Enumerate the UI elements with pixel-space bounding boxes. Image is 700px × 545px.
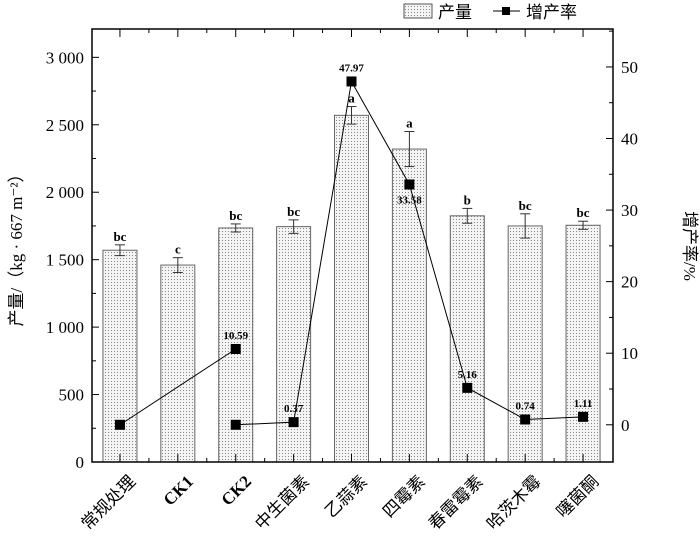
bar [160,264,196,463]
x-tick-label: 春雷霉素 [425,472,487,534]
bar [102,249,138,463]
rate-marker [404,179,415,190]
y-tick-label: 2 000 [46,183,84,202]
y-tick-label: 0 [76,453,85,472]
rate-marker [288,417,299,428]
legend-label-yield: 产量 [438,3,472,22]
x-tick-label: 哈茨木霉 [483,472,545,534]
rate-marker [114,419,125,430]
x-tick-label: CK1 [160,472,197,509]
rate-marker [346,76,357,87]
y2-tick-label: 40 [621,130,638,149]
y2-tick-label: 10 [621,344,638,363]
x-tick-label: 中生菌素 [251,472,313,534]
rate-marker [230,419,241,430]
bar [507,225,543,463]
x-tick-label: 四霉素 [379,472,428,521]
rate-data-label: 1.11 [574,398,593,410]
y-tick-label: 500 [59,386,85,405]
significance-letter: bc [577,205,590,220]
bar [449,215,485,463]
significance-letter: a [406,116,413,131]
significance-letter: a [348,91,355,106]
x-tick-label: 常规处理 [78,472,140,534]
legend-bar-swatch [403,3,433,19]
significance-letter: b [464,192,471,207]
rate-data-label: 33.58 [397,194,422,206]
significance-letter: bc [113,229,126,244]
rate-data-label: 0.74 [516,400,536,412]
significance-letter: c [175,242,181,257]
x-tick-label: 乙蒜素 [321,472,370,521]
y-tick-label: 1 500 [46,251,84,270]
y-tick-label: 3 000 [46,48,84,67]
rate-line [119,348,236,426]
rate-marker [462,382,473,393]
y2-tick-label: 50 [621,58,638,77]
significance-letter: bc [229,208,242,223]
y-tick-label: 1 000 [46,318,84,337]
y2-axis-title: 增产率/% [680,211,699,281]
rate-data-label: 0.37 [284,403,304,415]
y2-tick-label: 0 [621,416,630,435]
significance-letter: bc [287,204,300,219]
rate-marker [520,414,531,425]
x-tick-label: CK2 [218,472,255,509]
rate-data-label: 10.59 [223,330,248,342]
legend-label-rate: 增产率 [526,3,577,22]
y2-tick-label: 30 [621,201,638,220]
y2-tick-label: 20 [621,273,638,292]
rate-marker [230,343,241,354]
legend: 产量 增产率 [403,3,577,22]
legend-square-marker [502,7,510,15]
bar [334,114,369,463]
rate-data-label: 5.16 [458,369,478,381]
rate-marker [578,411,589,422]
bar [565,224,601,463]
rate-data-label: 47.97 [339,62,364,74]
y-axis-title: 产量/（kg · 667 m⁻²） [7,166,26,327]
significance-letter: bc [519,198,532,213]
y-tick-label: 2 500 [46,116,84,135]
x-tick-label: 噻菌酮 [553,472,602,521]
